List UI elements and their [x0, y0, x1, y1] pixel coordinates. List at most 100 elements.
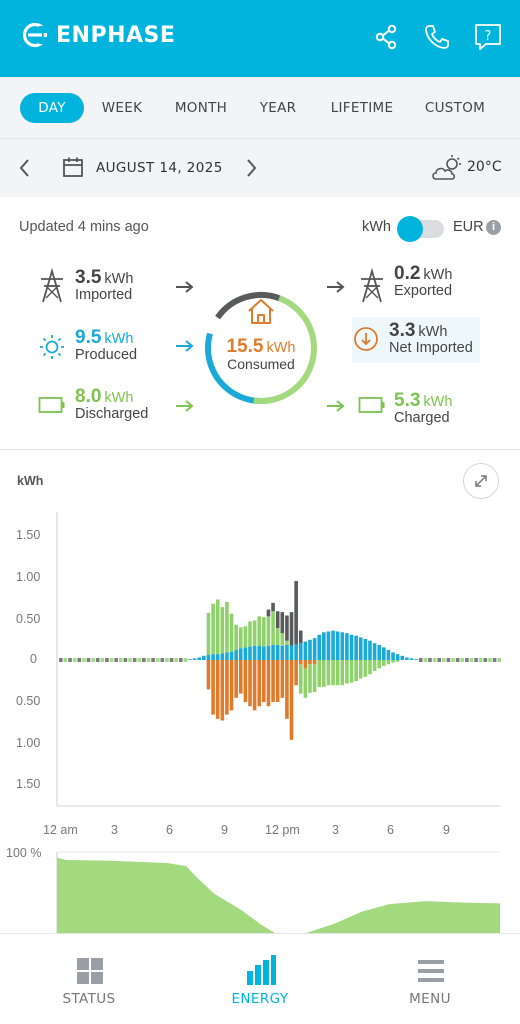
chart-bar-idle — [474, 658, 478, 662]
chart-bar-idle — [59, 658, 63, 662]
chart-bar-solar — [358, 637, 363, 660]
temperature: 20°C — [467, 159, 502, 175]
nav-status[interactable]: STATUS — [2, 934, 176, 1024]
arrow-down-circle-icon — [354, 327, 378, 351]
unit-toggle-knob[interactable] — [397, 216, 423, 242]
y-tick: 0.50 — [16, 694, 41, 708]
chart-bar-consumption — [211, 660, 215, 715]
chart-bar-battery_charge — [322, 660, 326, 687]
tab-year[interactable]: YEAR — [259, 100, 297, 116]
chart-bar-solar — [192, 658, 197, 660]
chart-bar-solar — [372, 643, 377, 660]
chart-bar-solar — [354, 635, 358, 660]
chart-bar-idle — [437, 658, 441, 662]
chart-bar-consumption — [294, 660, 298, 686]
chart-bar-grid_import — [289, 612, 294, 646]
chart-bar-battery_discharge — [211, 603, 215, 655]
battery-icon — [358, 397, 385, 413]
y-tick: 0.50 — [16, 612, 41, 626]
nav-energy[interactable]: ENERGY — [173, 934, 347, 1024]
chart-bar-idle — [114, 658, 118, 662]
phone-icon[interactable] — [422, 22, 452, 52]
chart-bar-idle — [428, 658, 432, 662]
chart-bar-grid_import — [298, 630, 303, 644]
x-tick: 3 — [332, 823, 339, 837]
chevron-right-icon[interactable] — [243, 157, 259, 179]
expand-chart-button[interactable] — [463, 463, 499, 499]
exported-value: 0.2 — [394, 263, 421, 284]
chart-bar-idle — [469, 658, 474, 662]
chart-bar-idle — [86, 658, 91, 662]
tab-lifetime[interactable]: LIFETIME — [330, 100, 394, 116]
chart-bar-solar — [211, 654, 215, 660]
chart-bar-solar — [331, 630, 335, 660]
chart-bar-solar — [271, 644, 275, 660]
chart-bar-idle — [488, 658, 492, 662]
nav-menu[interactable]: MENU — [343, 934, 517, 1024]
charged-unit: kWh — [423, 394, 453, 410]
calendar-icon[interactable] — [62, 156, 84, 178]
chart-bar-battery_charge — [372, 660, 377, 671]
nav-menu-label: MENU — [409, 991, 451, 1007]
x-tick: 6 — [166, 823, 173, 837]
brand-logo: ENPHASE — [22, 22, 175, 48]
chart-bar-battery_charge — [377, 660, 382, 669]
net-imported-label: Net Imported — [389, 340, 473, 356]
charged-label: Charged — [394, 410, 450, 426]
chart-bar-battery_discharge — [229, 613, 234, 652]
tab-week[interactable]: WEEK — [101, 100, 143, 116]
chart-bar-solar — [308, 639, 312, 660]
chart-bar-solar — [262, 646, 266, 660]
info-icon[interactable]: i — [486, 220, 501, 235]
chevron-left-icon[interactable] — [17, 157, 33, 179]
imported-unit: kWh — [104, 271, 134, 287]
discharged-metric: 8.0 kWh Discharged — [75, 386, 148, 422]
charged-metric: 5.3 kWh Charged — [394, 390, 452, 426]
tab-month[interactable]: MONTH — [174, 100, 228, 116]
exported-metric: 0.2 kWh Exported — [394, 263, 452, 299]
chart-bar-solar — [298, 643, 303, 660]
grid-icon — [77, 958, 103, 984]
chart-bar-solar — [326, 631, 331, 660]
chart-bar-battery_charge — [358, 660, 363, 679]
tab-day[interactable]: DAY — [20, 93, 84, 123]
chart-bar-battery_charge — [340, 660, 345, 686]
chart-bar-consumption — [252, 660, 257, 711]
chart-bar-battery_discharge — [262, 617, 266, 647]
chart-bar-idle — [183, 658, 188, 662]
chart-bar-solar — [197, 657, 202, 660]
ring-battery-segment — [205, 292, 317, 404]
chart-bar-battery_charge — [312, 664, 317, 692]
consumed-ring — [205, 292, 317, 404]
y-tick: 1.50 — [16, 777, 41, 791]
selected-date[interactable]: AUGUST 14, 2025 — [96, 160, 223, 176]
chart-bar-consumption — [206, 660, 211, 690]
exported-unit: kWh — [423, 267, 453, 283]
produced-value: 9.5 — [75, 327, 102, 348]
tab-custom[interactable]: CUSTOM — [424, 100, 486, 116]
chart-bar-battery_charge — [382, 660, 386, 666]
chart-bar-consumption — [303, 660, 308, 669]
chart-bar-solar — [294, 644, 298, 660]
chart-bar-idle — [68, 658, 72, 662]
share-icon[interactable] — [371, 22, 401, 52]
updated-text: Updated 4 mins ago — [19, 219, 149, 235]
chart-bar-solar — [229, 651, 234, 660]
y-tick: 1.50 — [16, 528, 41, 542]
grid-tower-icon — [41, 268, 63, 303]
chart-bar-solar — [206, 654, 211, 660]
chart-bar-solar — [414, 659, 418, 660]
chart-bar-idle — [478, 658, 483, 662]
help-icon[interactable]: ? — [473, 22, 503, 52]
chart-bar-consumption — [266, 660, 271, 707]
chart-bar-idle — [105, 658, 109, 662]
battery-soc-chart — [56, 851, 500, 933]
date-bar: AUGUST 14, 2025 20°C — [0, 139, 520, 197]
chart-bar-idle — [155, 658, 160, 662]
chart-bar-consumption — [262, 660, 266, 702]
chart-bar-consumption — [271, 660, 275, 702]
charged-value: 5.3 — [394, 390, 421, 411]
sun-icon — [40, 335, 64, 359]
chart-bar-solar — [215, 654, 220, 660]
produced-unit: kWh — [104, 331, 134, 347]
